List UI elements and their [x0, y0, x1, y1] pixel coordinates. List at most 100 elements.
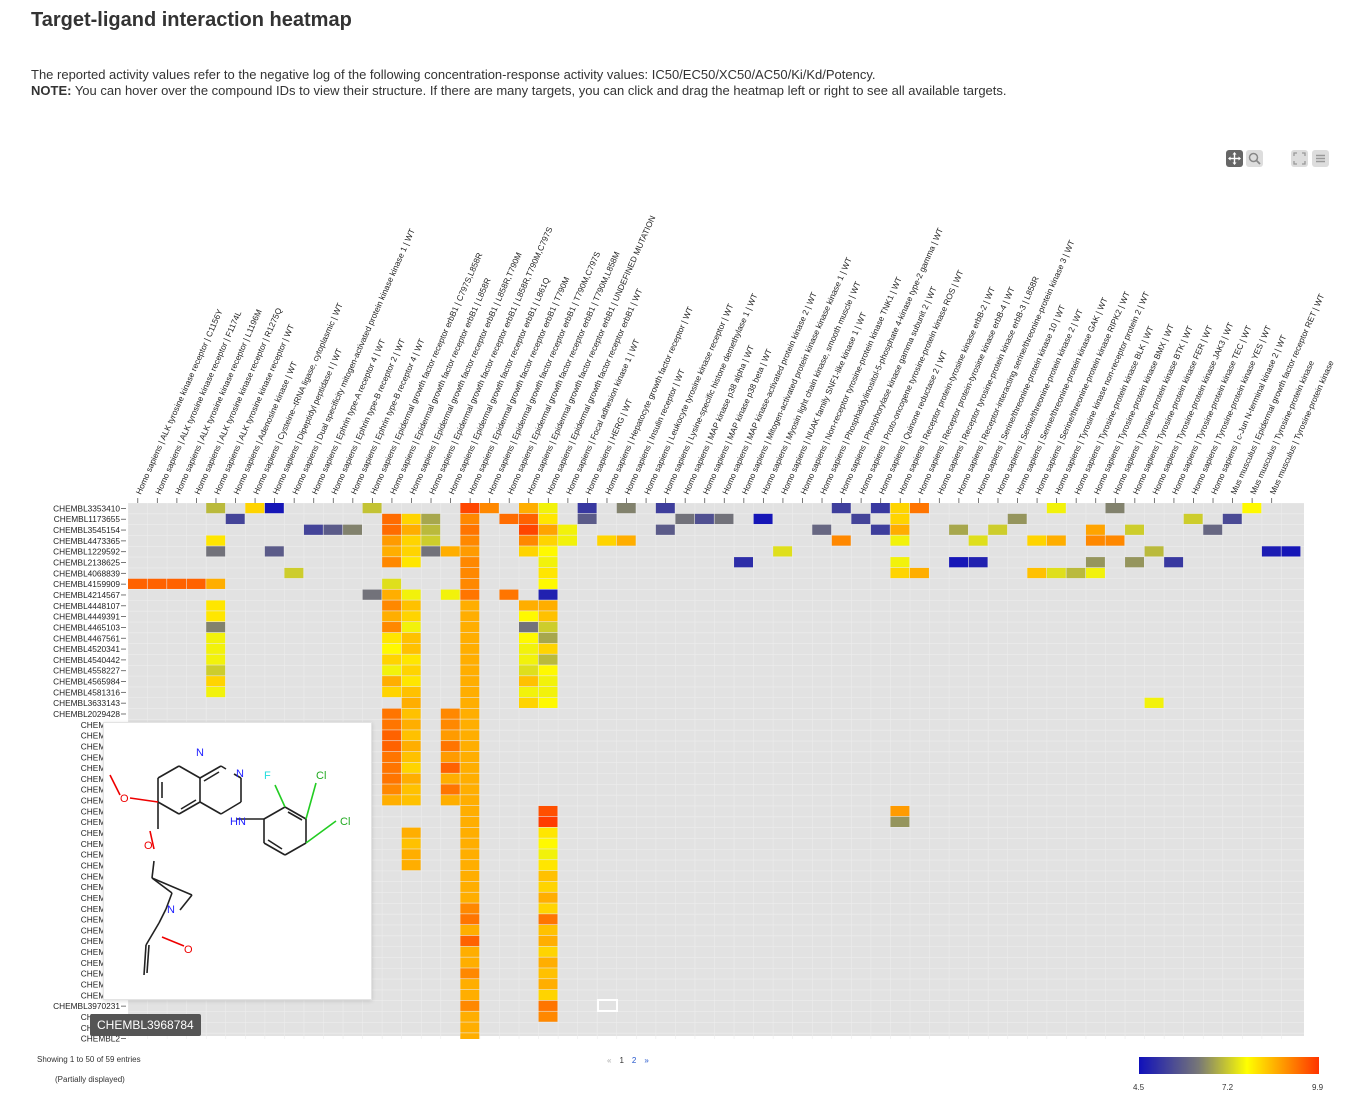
heatmap-cell[interactable]: [206, 503, 226, 514]
heatmap-cell[interactable]: [303, 524, 323, 535]
heatmap-cell[interactable]: [440, 708, 460, 719]
compound-label[interactable]: CHEMBL2: [81, 763, 121, 773]
heatmap-cell[interactable]: [401, 524, 421, 535]
heatmap-cell[interactable]: [1027, 567, 1047, 579]
heatmap-cell[interactable]: [519, 632, 538, 644]
heatmap-cell[interactable]: [538, 557, 558, 568]
compound-label[interactable]: CHEMBL2: [81, 785, 121, 795]
heatmap-cell[interactable]: [519, 524, 538, 535]
heatmap-cell[interactable]: [460, 1011, 480, 1022]
heatmap-cell[interactable]: [382, 762, 402, 773]
heatmap-cell[interactable]: [538, 654, 558, 665]
compound-label[interactable]: CHEMBL4448107: [53, 601, 120, 611]
heatmap-cell[interactable]: [538, 697, 558, 708]
heatmap-cell[interactable]: [460, 676, 480, 687]
heatmap-cell[interactable]: [538, 643, 558, 654]
heatmap-cell[interactable]: [538, 946, 558, 957]
compound-label[interactable]: CHEMBL4565984: [53, 677, 120, 687]
heatmap-cell[interactable]: [401, 697, 421, 708]
heatmap-cell[interactable]: [382, 719, 402, 730]
heatmap-cell[interactable]: [460, 708, 480, 719]
compound-label[interactable]: CHEMBL2: [81, 731, 121, 741]
heatmap-cell[interactable]: [401, 632, 421, 644]
heatmap-cell[interactable]: [460, 686, 480, 698]
heatmap-cell[interactable]: [460, 1033, 480, 1043]
heatmap-cell[interactable]: [519, 622, 538, 633]
heatmap-cell[interactable]: [460, 611, 480, 622]
compound-label[interactable]: CHEMBL2: [81, 774, 121, 784]
heatmap-cell[interactable]: [460, 730, 480, 741]
heatmap-cell[interactable]: [538, 524, 558, 535]
heatmap-cell[interactable]: [1046, 503, 1066, 514]
heatmap-cell[interactable]: [382, 578, 402, 589]
heatmap-cell[interactable]: [519, 546, 538, 557]
compound-label[interactable]: CHEMBL2: [81, 752, 121, 762]
heatmap-cell[interactable]: [401, 741, 421, 752]
heatmap-cell[interactable]: [460, 513, 480, 525]
compound-label[interactable]: CHEMBL4: [81, 860, 121, 870]
heatmap-cell[interactable]: [401, 860, 421, 871]
heatmap-cell[interactable]: [538, 567, 558, 579]
heatmap-cell[interactable]: [675, 513, 695, 525]
heatmap-cell[interactable]: [401, 827, 421, 838]
heatmap-cell[interactable]: [460, 524, 480, 535]
heatmap-cell[interactable]: [401, 557, 421, 568]
heatmap-cell[interactable]: [538, 924, 558, 936]
heatmap-cell[interactable]: [460, 968, 480, 979]
heatmap-cell[interactable]: [460, 773, 480, 784]
heatmap-cell[interactable]: [1125, 524, 1144, 535]
heatmap-cell[interactable]: [1046, 567, 1066, 579]
heatmap-cell[interactable]: [968, 557, 988, 568]
heatmap-cell[interactable]: [538, 935, 558, 947]
compound-label[interactable]: CHEMBL4581316: [53, 687, 120, 697]
heatmap-cell[interactable]: [890, 567, 910, 579]
compound-label[interactable]: CHEMBL4449391: [53, 612, 120, 622]
heatmap-cell[interactable]: [1066, 567, 1086, 579]
compound-label[interactable]: CHEMBL4068839: [53, 568, 120, 578]
heatmap-cell[interactable]: [401, 600, 421, 611]
compound-label[interactable]: CHEMBL4: [81, 850, 121, 860]
compound-label[interactable]: CHEMBL3: [81, 936, 121, 946]
heatmap-cell[interactable]: [382, 557, 402, 568]
heatmap-cell[interactable]: [1203, 524, 1223, 535]
compound-label[interactable]: CHEMBL3353410: [53, 503, 120, 513]
heatmap-cell[interactable]: [382, 654, 402, 665]
heatmap-cell[interactable]: [206, 600, 226, 611]
heatmap-cell[interactable]: [890, 513, 910, 525]
heatmap-cell[interactable]: [401, 773, 421, 784]
heatmap-cell[interactable]: [460, 535, 480, 546]
heatmap-cell[interactable]: [460, 903, 480, 914]
compound-label[interactable]: CHEMBL3: [81, 947, 121, 957]
heatmap-cell[interactable]: [382, 686, 402, 698]
heatmap-cell[interactable]: [460, 1022, 480, 1033]
heatmap-cell[interactable]: [460, 989, 480, 1001]
heatmap-cell[interactable]: [890, 524, 910, 535]
compound-label[interactable]: CHEMBL4465103: [53, 622, 120, 632]
heatmap-cell[interactable]: [401, 686, 421, 698]
heatmap-cell[interactable]: [968, 535, 988, 546]
compound-label[interactable]: CHEMBL2029428: [53, 709, 120, 719]
heatmap-cell[interactable]: [499, 513, 519, 525]
heatmap-cell[interactable]: [440, 741, 460, 752]
heatmap-cell[interactable]: [460, 503, 480, 514]
heatmap-cell[interactable]: [460, 979, 480, 990]
heatmap-cell[interactable]: [519, 686, 538, 698]
heatmap-cell[interactable]: [910, 503, 929, 514]
heatmap-cell[interactable]: [401, 751, 421, 763]
heatmap-cell[interactable]: [401, 589, 421, 600]
heatmap-cell[interactable]: [382, 524, 402, 535]
heatmap-cell[interactable]: [206, 546, 226, 557]
heatmap-cell[interactable]: [382, 589, 402, 600]
heatmap-cell[interactable]: [460, 741, 480, 752]
heatmap-cell[interactable]: [460, 622, 480, 633]
prev-page-button[interactable]: «: [607, 1056, 612, 1065]
heatmap-cell[interactable]: [538, 914, 558, 925]
heatmap-chart[interactable]: CHEMBL3353410CHEMBL1173655CHEMBL3545154C…: [0, 0, 1358, 1050]
heatmap-cell[interactable]: [206, 654, 226, 665]
heatmap-cell[interactable]: [401, 676, 421, 687]
heatmap-cell[interactable]: [1085, 524, 1105, 535]
heatmap-cell[interactable]: [382, 741, 402, 752]
heatmap-cell[interactable]: [382, 784, 402, 795]
heatmap-cell[interactable]: [616, 503, 636, 514]
heatmap-cell[interactable]: [382, 773, 402, 784]
